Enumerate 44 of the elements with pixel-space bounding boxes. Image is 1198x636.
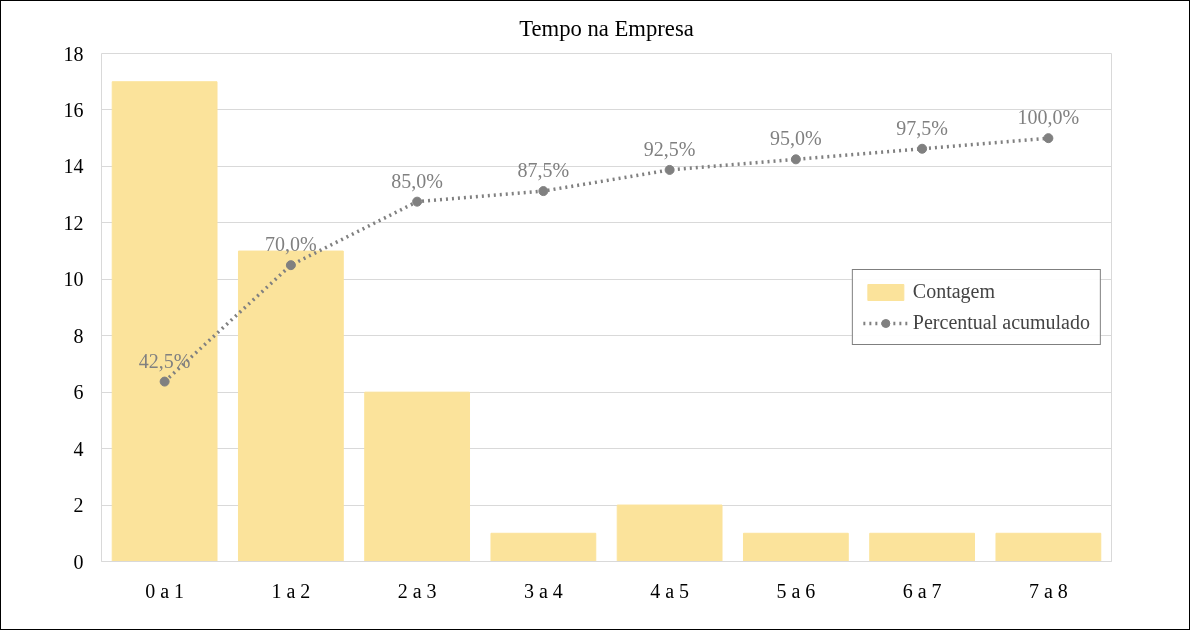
y-tick-label: 4 bbox=[73, 437, 84, 460]
data-label: 70,0% bbox=[265, 233, 317, 256]
y-tick-label: 14 bbox=[63, 155, 84, 178]
bar bbox=[742, 532, 849, 562]
bar bbox=[995, 532, 1102, 562]
y-tick-label: 8 bbox=[73, 324, 84, 347]
legend-label: Percentual acumulado bbox=[912, 311, 1090, 334]
bar bbox=[490, 532, 597, 562]
legend-label: Contagem bbox=[912, 280, 996, 303]
x-tick-label: 7 a 8 bbox=[1028, 579, 1068, 602]
point bbox=[664, 164, 675, 175]
bar bbox=[869, 532, 976, 562]
data-label: 95,0% bbox=[770, 127, 822, 150]
point bbox=[1043, 133, 1054, 144]
bar bbox=[616, 504, 723, 562]
point bbox=[790, 154, 801, 165]
x-tick-label: 4 a 5 bbox=[650, 579, 690, 602]
chart-title: Tempo na Empresa bbox=[519, 16, 694, 41]
data-label: 87,5% bbox=[517, 159, 570, 182]
data-label: 97,5% bbox=[896, 116, 948, 139]
point bbox=[917, 143, 928, 154]
point bbox=[538, 186, 549, 197]
x-tick-label: 0 a 1 bbox=[145, 579, 185, 602]
x-tick-label: 3 a 4 bbox=[523, 579, 563, 602]
y-tick-label: 16 bbox=[63, 98, 84, 121]
point bbox=[159, 376, 170, 387]
bar bbox=[111, 81, 218, 562]
x-tick-label: 6 a 7 bbox=[902, 579, 942, 602]
data-label: 42,5% bbox=[138, 349, 191, 372]
y-tick-label: 0 bbox=[73, 550, 84, 573]
y-tick-label: 2 bbox=[73, 494, 84, 517]
y-tick-label: 10 bbox=[63, 268, 84, 291]
y-tick-label: 12 bbox=[63, 211, 84, 234]
y-tick-label: 18 bbox=[63, 42, 84, 65]
bar bbox=[364, 391, 471, 562]
data-label: 85,0% bbox=[391, 169, 443, 192]
x-tick-label: 1 a 2 bbox=[271, 579, 311, 602]
x-tick-label: 5 a 6 bbox=[776, 579, 816, 602]
data-label: 100,0% bbox=[1017, 106, 1080, 129]
y-tick-label: 6 bbox=[73, 381, 84, 404]
x-tick-label: 2 a 3 bbox=[397, 579, 437, 602]
point bbox=[285, 260, 296, 271]
data-label: 92,5% bbox=[643, 137, 696, 160]
point bbox=[412, 196, 423, 207]
